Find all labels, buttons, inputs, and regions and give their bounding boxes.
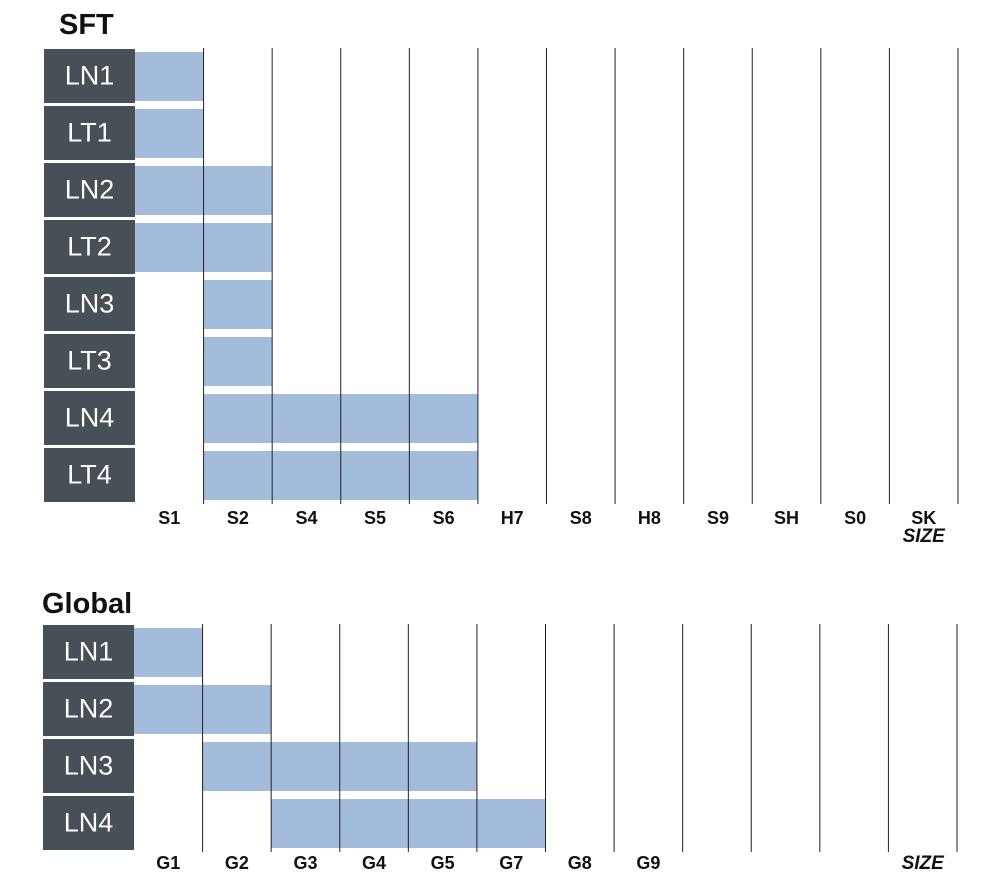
- global-col-label-g3: G3: [293, 853, 317, 873]
- global-row-label-bg: [43, 739, 134, 793]
- sft-bar-ln3: [203, 280, 273, 329]
- sft-row-label-bg: [44, 220, 135, 274]
- global-row-label-ln2: LN2: [64, 694, 114, 724]
- sft-row-label-bg: [44, 163, 135, 217]
- sft-col-label-s8: S8: [570, 508, 592, 528]
- sft-row-label-bg: [44, 106, 135, 160]
- global-row-label-ln1: LN1: [64, 637, 114, 667]
- global-x-axis-label: SIZE: [902, 853, 946, 874]
- sft-row-label-bg: [44, 448, 135, 502]
- global-col-label-g2: G2: [225, 853, 249, 873]
- global-col-label-g4: G4: [362, 853, 386, 873]
- sft-row-label-ln2: LN2: [65, 175, 115, 205]
- global-row-label-bg: [43, 796, 134, 850]
- global-chart-title: Global: [42, 588, 133, 620]
- sft-bar-ln1: [135, 52, 204, 101]
- global-col-label-g7: G7: [499, 853, 523, 873]
- global-col-label-g8: G8: [568, 853, 592, 873]
- global-row-label-bg: [43, 682, 134, 736]
- sft-row-label-lt2: LT2: [67, 232, 112, 262]
- global-row-label-ln3: LN3: [64, 751, 114, 781]
- global-row-label-bg: [43, 625, 134, 679]
- global-col-label-g9: G9: [636, 853, 660, 873]
- sft-bar-lt3: [203, 337, 273, 386]
- sft-row-label-bg: [44, 391, 135, 445]
- global-bar-ln1: [134, 628, 203, 677]
- sft-col-label-s1: S1: [158, 508, 180, 528]
- sft-row-label-bg: [44, 49, 135, 103]
- sft-row-label-ln4: LN4: [65, 403, 115, 433]
- sft-bar-lt1: [135, 109, 204, 158]
- sft-x-axis-label: SIZE: [903, 526, 947, 547]
- sft-chart-title: SFT: [59, 9, 114, 41]
- sft-row-label-bg: [44, 334, 135, 388]
- sft-row-label-lt4: LT4: [67, 460, 112, 490]
- sft-col-label-h8: H8: [638, 508, 661, 528]
- sft-row-label-ln3: LN3: [65, 289, 115, 319]
- global-col-label-g1: G1: [156, 853, 180, 873]
- sft-col-label-s4: S4: [295, 508, 317, 528]
- sft-col-label-h7: H7: [501, 508, 524, 528]
- sft-col-label-s0: S0: [844, 508, 866, 528]
- sft-col-label-s5: S5: [364, 508, 386, 528]
- sft-row-label-lt3: LT3: [67, 346, 112, 376]
- sft-col-label-s2: S2: [227, 508, 249, 528]
- sft-col-label-sk: SK: [911, 508, 936, 528]
- global-row-label-ln4: LN4: [64, 808, 114, 838]
- global-col-label-g5: G5: [431, 853, 455, 873]
- sft-row-label-lt1: LT1: [67, 118, 112, 148]
- sft-row-label-bg: [44, 277, 135, 331]
- sft-col-label-s9: S9: [707, 508, 729, 528]
- sft-col-label-sh: SH: [774, 508, 799, 528]
- sft-row-label-ln1: LN1: [65, 61, 115, 91]
- sft-col-label-s6: S6: [433, 508, 455, 528]
